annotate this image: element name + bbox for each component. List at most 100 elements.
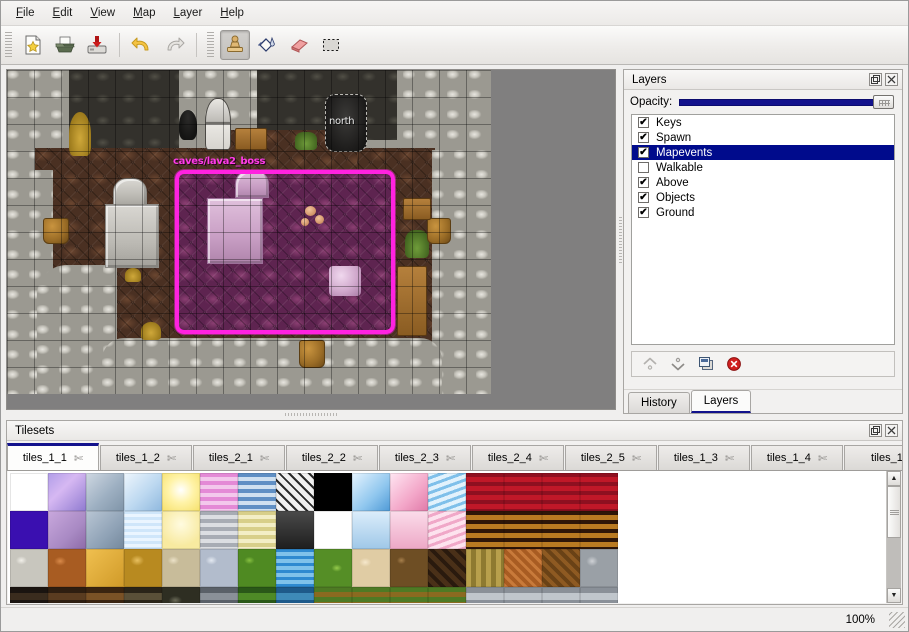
tileset-tab-tiles_1_2[interactable]: tiles_1_2 ✄: [100, 445, 192, 470]
layer-row[interactable]: ✔ Keys: [632, 115, 894, 130]
scrollbar-track[interactable]: [887, 538, 901, 588]
map-sprite-tomb-slab[interactable]: [105, 204, 159, 268]
layer-visibility-checkbox[interactable]: ✔: [638, 191, 649, 203]
close-icon[interactable]: [885, 73, 898, 86]
tileset-tile[interactable]: [124, 587, 162, 603]
stamp-tool-button[interactable]: [220, 30, 250, 60]
layer-visibility-checkbox[interactable]: [638, 162, 649, 173]
map-tiles[interactable]: north caves/lava2_boss: [7, 70, 491, 394]
tileset-tab-close-icon[interactable]: ✄: [259, 452, 270, 465]
layer-row[interactable]: ✔ Spawn: [632, 130, 894, 145]
layer-list[interactable]: ✔ Keys ✔ Spawn ✔ Mapevents Walkable ✔ Above ✔ Obje…: [631, 114, 895, 345]
tileset-tile[interactable]: [276, 473, 314, 511]
tileset-tab-tiles_2_3[interactable]: tiles_2_3 ✄: [379, 445, 471, 470]
map-sprite-mushroom-1[interactable]: [305, 206, 316, 216]
panel-tab-history[interactable]: History: [628, 392, 690, 413]
open-map-button[interactable]: [50, 30, 80, 60]
map-sprite-tomb-slab-pink[interactable]: [207, 198, 263, 264]
tileset-tab-close-icon[interactable]: ✄: [352, 452, 363, 465]
map-canvas[interactable]: north caves/lava2_boss: [6, 69, 616, 410]
tileset-tile[interactable]: [352, 587, 390, 603]
layer-row[interactable]: ✔ Objects: [632, 190, 894, 205]
tileset-tab-tiles_1_[interactable]: tiles_1_: [844, 445, 902, 470]
menu-view[interactable]: View: [90, 6, 116, 19]
tileset-tile[interactable]: [390, 549, 428, 587]
tileset-tile[interactable]: [314, 473, 352, 511]
redo-button[interactable]: [159, 30, 189, 60]
layer-visibility-checkbox[interactable]: ✔: [638, 131, 649, 143]
duplicate-layer-button[interactable]: [694, 353, 718, 375]
layer-visibility-checkbox[interactable]: ✔: [638, 176, 649, 188]
toolbar-drag-handle[interactable]: [5, 32, 12, 58]
tileset-tile[interactable]: [124, 549, 162, 587]
map-sprite-vine[interactable]: [69, 112, 91, 156]
tileset-tile[interactable]: [162, 473, 200, 511]
tileset-tab-tiles_2_1[interactable]: tiles_2_1 ✄: [193, 445, 285, 470]
undock-icon[interactable]: [869, 424, 882, 437]
tileset-tab-close-icon[interactable]: ✄: [73, 452, 84, 465]
tileset-tile[interactable]: [580, 549, 618, 587]
tileset-tile[interactable]: [10, 473, 48, 511]
layer-visibility-checkbox[interactable]: ✔: [638, 206, 649, 218]
map-sprite-gold-plant-2[interactable]: [141, 322, 161, 340]
map-sprite-greenery[interactable]: [295, 132, 317, 150]
tileset-vertical-scrollbar[interactable]: ▲ ▼: [886, 471, 901, 603]
menu-file[interactable]: File: [16, 6, 35, 19]
layer-visibility-checkbox[interactable]: ✔: [638, 146, 649, 158]
horizontal-splitter[interactable]: [6, 410, 616, 419]
tileset-tile[interactable]: [200, 587, 238, 603]
tileset-tab-tiles_2_5[interactable]: tiles_2_5 ✄: [565, 445, 657, 470]
tileset-tile[interactable]: [48, 511, 86, 549]
map-sprite-greenery-2[interactable]: [405, 230, 429, 258]
menu-help[interactable]: Help: [220, 6, 244, 19]
tileset-tile[interactable]: [276, 587, 314, 603]
tileset-tile[interactable]: [542, 473, 580, 511]
layer-row[interactable]: ✔ Above: [632, 175, 894, 190]
tileset-tile[interactable]: [238, 511, 276, 549]
tileset-tab-tiles_1_1[interactable]: tiles_1_1 ✄: [7, 443, 99, 470]
tileset-tab-close-icon[interactable]: ✄: [445, 452, 456, 465]
map-sprite-barrel-left[interactable]: [43, 218, 69, 244]
tileset-tile[interactable]: [162, 511, 200, 549]
map-sprite-gold-plant[interactable]: [125, 268, 141, 282]
tileset-tile[interactable]: [466, 511, 504, 549]
map-sprite-barrel-right[interactable]: [427, 218, 451, 244]
tileset-tile[interactable]: [162, 587, 200, 603]
new-map-button[interactable]: [18, 30, 48, 60]
tileset-tab-close-icon[interactable]: ✄: [817, 452, 828, 465]
move-layer-down-button[interactable]: [666, 353, 690, 375]
fill-tool-button[interactable]: [252, 30, 282, 60]
vertical-splitter[interactable]: [616, 69, 625, 410]
menu-edit[interactable]: Edit: [52, 6, 73, 19]
tileset-tile[interactable]: [580, 511, 618, 549]
map-sprite-dark-figure[interactable]: [179, 110, 197, 140]
tileset-tile[interactable]: [542, 549, 580, 587]
eraser-tool-button[interactable]: [284, 30, 314, 60]
tileset-tile[interactable]: [314, 587, 352, 603]
tileset-tile[interactable]: [580, 587, 618, 603]
map-sprite-crate-right-2[interactable]: [403, 198, 431, 220]
tileset-tile[interactable]: [542, 587, 580, 603]
undock-icon[interactable]: [869, 73, 882, 86]
map-selection-rectangle[interactable]: [175, 170, 395, 334]
menu-map[interactable]: Map: [133, 6, 156, 19]
tileset-tab-close-icon[interactable]: ✄: [724, 452, 735, 465]
tileset-tile[interactable]: [504, 473, 542, 511]
layer-row[interactable]: ✔ Ground: [632, 205, 894, 220]
resize-grip[interactable]: [889, 611, 905, 628]
tileset-tab-tiles_1_3[interactable]: tiles_1_3 ✄: [658, 445, 750, 470]
tileset-tile[interactable]: [466, 587, 504, 603]
tileset-tile[interactable]: [314, 549, 352, 587]
map-sprite-crate-right[interactable]: [397, 266, 427, 336]
layer-row[interactable]: ✔ Mapevents: [632, 145, 894, 160]
tileset-tile[interactable]: [466, 473, 504, 511]
tileset-tile[interactable]: [390, 587, 428, 603]
tileset-tile[interactable]: [162, 549, 200, 587]
tileset-tile[interactable]: [48, 587, 86, 603]
tileset-tab-close-icon[interactable]: ✄: [166, 452, 177, 465]
tileset-tile[interactable]: [466, 549, 504, 587]
map-sprite-mushroom-2[interactable]: [315, 215, 324, 224]
tileset-tile[interactable]: [428, 511, 466, 549]
tileset-tile[interactable]: [10, 549, 48, 587]
tileset-tile[interactable]: [542, 511, 580, 549]
